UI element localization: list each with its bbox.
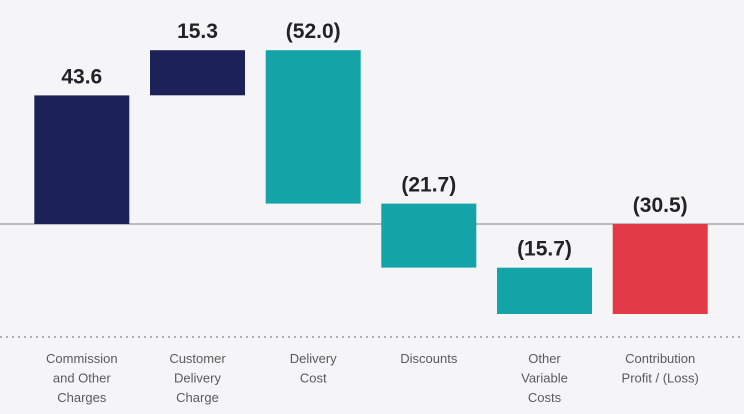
bar-3 bbox=[265, 50, 361, 204]
category-label-line: Cost bbox=[300, 371, 327, 386]
category-label-line: Other bbox=[528, 351, 561, 366]
category-label-line: Delivery bbox=[290, 351, 337, 366]
value-label-1: 43.6 bbox=[61, 65, 102, 88]
category-label-5: Other Variable Costs bbox=[521, 351, 568, 405]
bar-5 bbox=[497, 267, 592, 314]
bars-group bbox=[34, 50, 708, 314]
value-label-3: (52.0) bbox=[286, 20, 341, 43]
category-label-6: Contribution Profit / (Loss) bbox=[622, 351, 699, 386]
category-label-line: and Other bbox=[53, 371, 111, 386]
category-label-4: Discounts bbox=[400, 351, 458, 366]
category-label-line: Variable bbox=[521, 371, 568, 386]
category-label-line: Charge bbox=[176, 390, 219, 405]
bar-4 bbox=[381, 203, 477, 268]
category-label-line: Charges bbox=[57, 390, 107, 405]
category-label-line: Contribution bbox=[625, 351, 695, 366]
category-labels-group: Commission and Other Charges Customer Delive… bbox=[46, 351, 699, 405]
category-label-line: Commission bbox=[46, 351, 118, 366]
value-labels-group: 43.6 15.3 (52.0) (21.7) (15.7) (30.5) bbox=[61, 20, 687, 261]
bar-1 bbox=[34, 95, 130, 225]
value-label-2: 15.3 bbox=[177, 20, 218, 43]
bar-6 bbox=[612, 224, 708, 314]
category-label-line: Profit / (Loss) bbox=[622, 371, 699, 386]
value-label-5: (15.7) bbox=[517, 238, 572, 261]
category-label-3: Delivery Cost bbox=[290, 351, 337, 386]
category-label-line: Discounts bbox=[400, 351, 458, 366]
bar-2 bbox=[150, 50, 245, 96]
category-label-line: Delivery bbox=[174, 371, 221, 386]
category-label-2: Customer Delivery Charge bbox=[169, 351, 226, 405]
category-label-line: Customer bbox=[169, 351, 226, 366]
category-label-line: Costs bbox=[528, 390, 562, 405]
value-label-4: (21.7) bbox=[401, 174, 456, 197]
category-label-1: Commission and Other Charges bbox=[46, 351, 118, 405]
value-label-6: (30.5) bbox=[633, 194, 688, 217]
